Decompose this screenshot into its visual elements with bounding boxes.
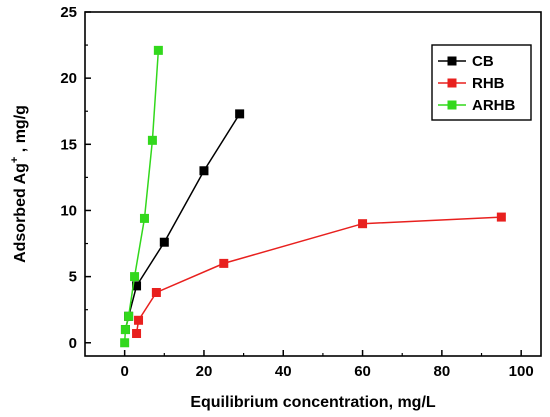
y-tick-label: 25 (60, 4, 77, 21)
data-point-arhb (130, 272, 140, 282)
x-tick-label: 100 (509, 363, 534, 380)
data-point-rhb (134, 315, 144, 325)
y-tick-label: 20 (60, 70, 77, 87)
legend-marker-cb (447, 56, 457, 66)
data-point-rhb (358, 219, 368, 229)
data-point-rhb (219, 258, 229, 268)
data-point-arhb (120, 325, 130, 335)
data-point-rhb (151, 287, 161, 297)
legend-marker-rhb (447, 78, 457, 88)
x-axis-label: Equilibrium concentration, mg/L (190, 394, 436, 411)
x-tick-label: 40 (275, 363, 292, 380)
x-tick-label: 20 (196, 363, 213, 380)
x-tick-label: 80 (434, 363, 451, 380)
axes: 0 20 40 60 80 100 0 5 10 15 20 25 (60, 4, 542, 380)
y-tick-label: 10 (60, 202, 77, 219)
y-axis-label-main: Adsorbed Ag (12, 163, 29, 263)
data-point-arhb (147, 135, 157, 145)
data-point-arhb (153, 45, 163, 55)
data-point-rhb (132, 329, 142, 339)
data-point-arhb (139, 213, 149, 223)
series-line-arhb (123, 50, 160, 343)
x-tick-label: 0 (120, 363, 128, 380)
legend-label-arhb: ARHB (472, 97, 515, 114)
legend-label-cb: CB (472, 53, 494, 70)
plot-area (120, 45, 506, 348)
y-axis-label-superscript: + (9, 157, 21, 163)
y-tick-label: 15 (60, 136, 77, 153)
data-point-rhb (496, 212, 506, 222)
data-point-cb (159, 237, 169, 247)
series-line-rhb (135, 216, 502, 334)
y-axis-label-unit: , mg/g (12, 105, 29, 157)
data-point-arhb (124, 311, 134, 321)
legend-marker-arhb (447, 100, 457, 110)
plot-frame (84, 11, 542, 357)
x-tick-label: 60 (354, 363, 371, 380)
y-tick-label: 5 (69, 269, 77, 286)
data-point-cb (132, 281, 142, 291)
data-point-cb (235, 109, 245, 119)
legend-label-rhb: RHB (472, 75, 505, 92)
y-axis-label: Adsorbed Ag+ , mg/g (9, 105, 29, 263)
y-tick-label: 0 (69, 335, 77, 352)
data-point-arhb (120, 338, 130, 348)
legend: CB RHB ARHB (431, 44, 532, 121)
data-point-cb (199, 166, 209, 176)
